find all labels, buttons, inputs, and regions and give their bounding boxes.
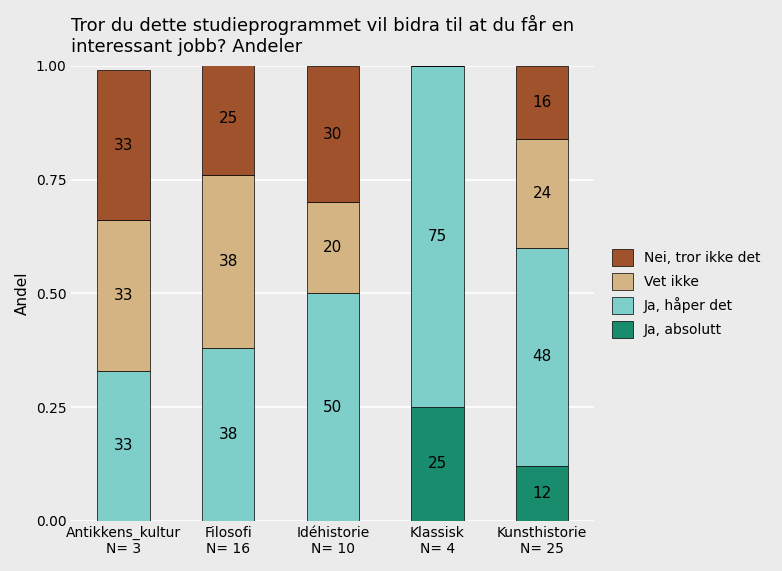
Text: 25: 25	[428, 456, 447, 472]
Bar	[516, 466, 569, 521]
Bar	[516, 139, 569, 248]
Bar	[307, 202, 359, 293]
Bar	[97, 70, 149, 220]
Bar	[202, 61, 254, 175]
Bar	[307, 66, 359, 202]
Text: 24: 24	[533, 186, 552, 200]
Bar	[202, 175, 254, 348]
Bar	[307, 293, 359, 521]
Legend: Nei, tror ikke det, Vet ikke, Ja, håper det, Ja, absolutt: Nei, tror ikke det, Vet ikke, Ja, håper …	[607, 243, 766, 343]
Text: 20: 20	[323, 240, 343, 255]
Text: 12: 12	[533, 486, 552, 501]
Bar	[411, 66, 464, 407]
Text: 38: 38	[218, 427, 238, 442]
Text: 33: 33	[113, 138, 133, 153]
Text: 50: 50	[323, 400, 343, 415]
Bar	[411, 407, 464, 521]
Bar	[97, 371, 149, 521]
Text: 25: 25	[218, 111, 238, 126]
Bar	[516, 66, 569, 139]
Text: 75: 75	[428, 229, 447, 244]
Y-axis label: Andel: Andel	[15, 272, 30, 315]
Text: Tror du dette studieprogrammet vil bidra til at du får en
interessant jobb? Ande: Tror du dette studieprogrammet vil bidra…	[71, 15, 574, 56]
Text: 33: 33	[113, 288, 133, 303]
Bar	[516, 248, 569, 466]
Text: 48: 48	[533, 349, 552, 364]
Bar	[97, 220, 149, 371]
Text: 33: 33	[113, 438, 133, 453]
Text: 30: 30	[323, 127, 343, 142]
Text: 38: 38	[218, 254, 238, 269]
Bar	[202, 348, 254, 521]
Text: 16: 16	[533, 95, 552, 110]
